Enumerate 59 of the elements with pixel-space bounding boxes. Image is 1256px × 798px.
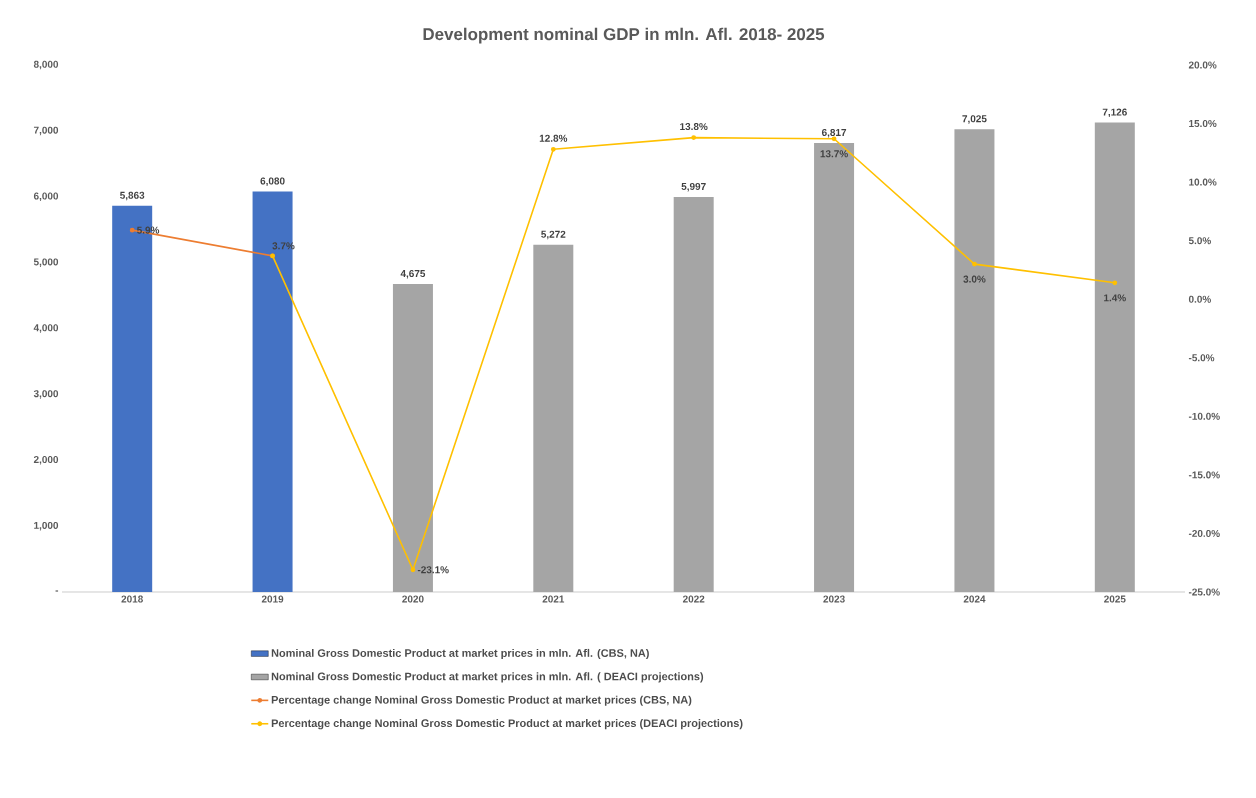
data-label: 6,817	[821, 128, 847, 138]
y2-tick-label: -15.0%	[1188, 471, 1220, 479]
data-label: 6,080	[260, 177, 285, 186]
y2-tick-label: 20.0%	[1188, 61, 1217, 69]
x-tick-label: 2021	[542, 595, 565, 603]
chart-title: Development nominal GDP in mln. Afl. 2018- 2025	[423, 27, 825, 44]
data-label: 7,025	[962, 115, 987, 124]
x-tick-label: 2018	[121, 595, 143, 603]
bar	[673, 196, 714, 592]
data-label: 5.9%	[137, 226, 160, 234]
data-label: 13.7%	[820, 150, 848, 158]
data-label: 4,675	[400, 270, 426, 279]
data-label: 7,126	[1102, 108, 1127, 118]
x-tick-label: 2020	[402, 595, 424, 603]
point	[129, 227, 135, 233]
x-tick-label: 2023	[823, 595, 845, 603]
bar	[1094, 122, 1135, 592]
y-tick-label: 8,000	[33, 60, 59, 70]
point	[1112, 280, 1118, 286]
y-tick-label: -	[55, 590, 59, 592]
y2-tick-label: 5.0%	[1188, 237, 1211, 245]
y2-tick-label: 10.0%	[1189, 178, 1217, 186]
x-tick-label: 2024	[963, 595, 986, 603]
y-tick-label: 5,000	[33, 258, 59, 267]
data-label: -23.1%	[417, 566, 449, 574]
data-label: 1.4%	[1104, 294, 1126, 302]
bar	[252, 191, 293, 592]
legend-label: Percentage change Nominal Gross Domestic Product at market prices (DEACI projections)	[271, 719, 743, 730]
y-tick-label: 1,000	[34, 521, 59, 531]
point	[410, 567, 416, 573]
bar	[954, 129, 995, 592]
y2-tick-label: -20.0%	[1188, 529, 1220, 537]
y2-tick-label: -25.0%	[1188, 588, 1220, 596]
y-tick-label: 2,000	[33, 456, 59, 465]
y-tick-label: 7,000	[33, 126, 59, 136]
y-tick-label: 4,000	[33, 324, 59, 333]
x-tick-label: 2019	[261, 595, 284, 603]
y2-tick-label: -10.0%	[1188, 412, 1220, 420]
data-label: 12.8%	[539, 134, 568, 142]
legend-label: Nominal Gross Domestic Product at market prices in mln. Afl. (CBS, NA)	[271, 648, 649, 660]
data-label: 13.8%	[680, 123, 708, 131]
bar	[814, 142, 855, 592]
legend-label: Percentage change Nominal Gross Domestic Product at market prices (CBS, NA)	[271, 695, 692, 706]
bar	[533, 244, 574, 592]
y2-tick-label: -5.0%	[1188, 354, 1215, 362]
y2-tick-label: 15.0%	[1189, 120, 1217, 128]
data-label: 3.0%	[963, 275, 986, 283]
legend-label: Nominal Gross Domestic Product at market prices in mln. Afl. ( DEACI projections)	[271, 672, 704, 683]
point	[550, 146, 556, 152]
point	[691, 135, 697, 140]
point	[972, 261, 977, 267]
y-tick-label: 3,000	[33, 390, 59, 399]
x-tick-label: 2025	[1104, 595, 1126, 603]
y2-tick-label: 0.0%	[1188, 295, 1211, 303]
data-label: 5,272	[541, 230, 566, 240]
data-label: 5,997	[681, 182, 706, 192]
data-label: 5,863	[120, 191, 145, 201]
x-tick-label: 2022	[682, 595, 705, 603]
y-tick-label: 6,000	[33, 192, 59, 201]
